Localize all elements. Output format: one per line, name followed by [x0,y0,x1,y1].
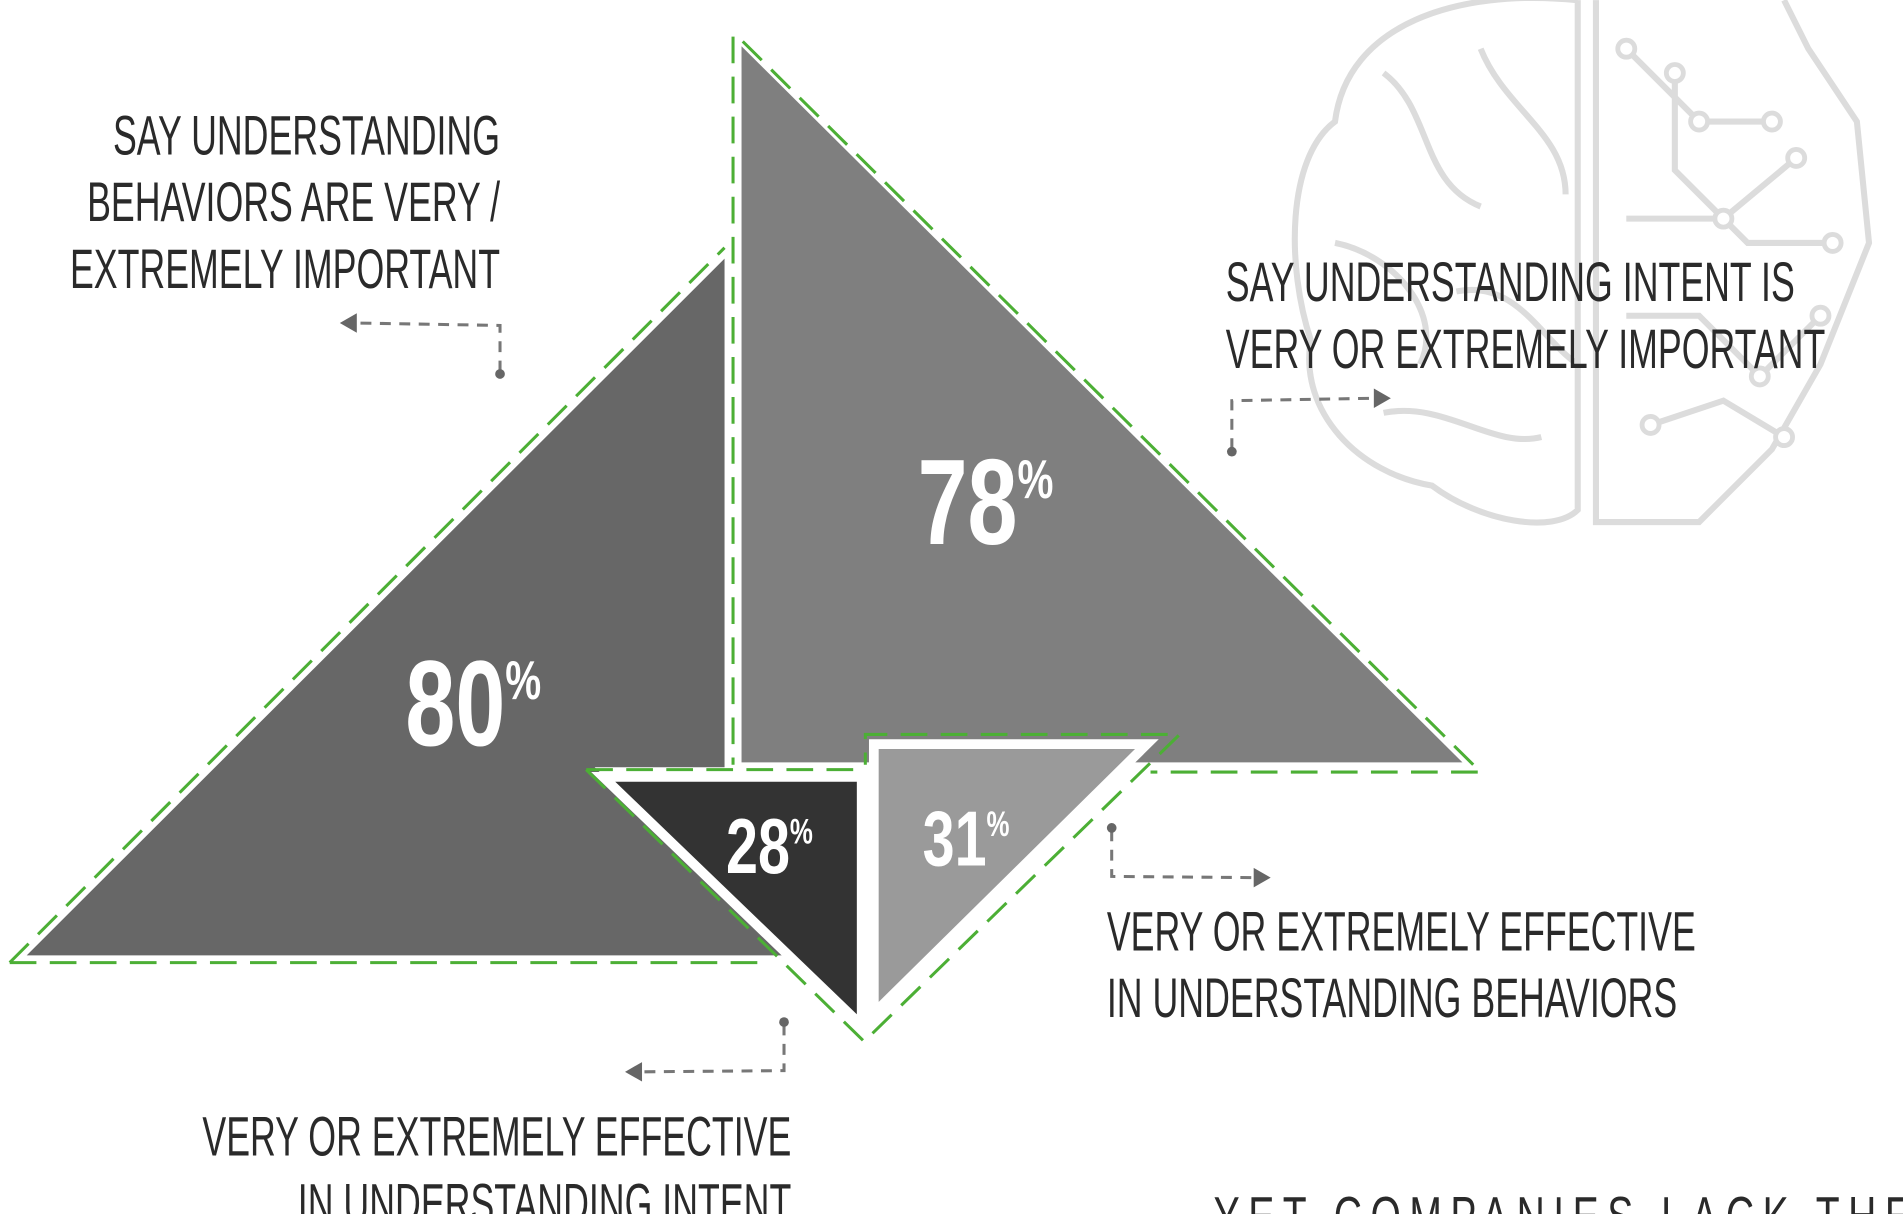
dashed-outlines [8,36,1485,1044]
callout-arrows [339,313,1391,1082]
triangle [591,772,867,1038]
brain-decoration [1291,0,1873,526]
footer: YET COMPANIES LACK THE [1214,1186,1903,1214]
annotation-line: IN UNDERSTANDING BEHAVIORS [1107,967,1677,1029]
dashed-outline [741,40,1485,774]
annotation-line: VERY OR EXTREMELY EFFECTIVE [1107,900,1696,962]
footer-text: YET COMPANIES LACK THE [1214,1186,1903,1214]
triangle [868,739,1159,1026]
dashed-outline [585,732,1184,1044]
value-label: 31% [923,796,1010,882]
value-label: 80% [405,635,541,771]
annotation-line: VERY OR EXTREMELY EFFECTIVE [202,1106,791,1168]
annotation-line: EXTREMELY IMPORTANT [70,238,500,300]
annotation-line: SAY UNDERSTANDING [113,104,500,166]
triangle [741,46,1463,763]
annotation-line: SAY UNDERSTANDING INTENT IS [1226,251,1795,313]
value-label: 78% [918,434,1054,570]
value-label: 28% [726,803,813,889]
annotation-line: IN UNDERSTANDING INTENT [298,1172,792,1214]
annotation-line: BEHAVIORS ARE VERY / [87,171,501,233]
dashed-outline [8,246,726,964]
annotation-line: VERY OR EXTREMELY IMPORTANT [1226,318,1825,380]
